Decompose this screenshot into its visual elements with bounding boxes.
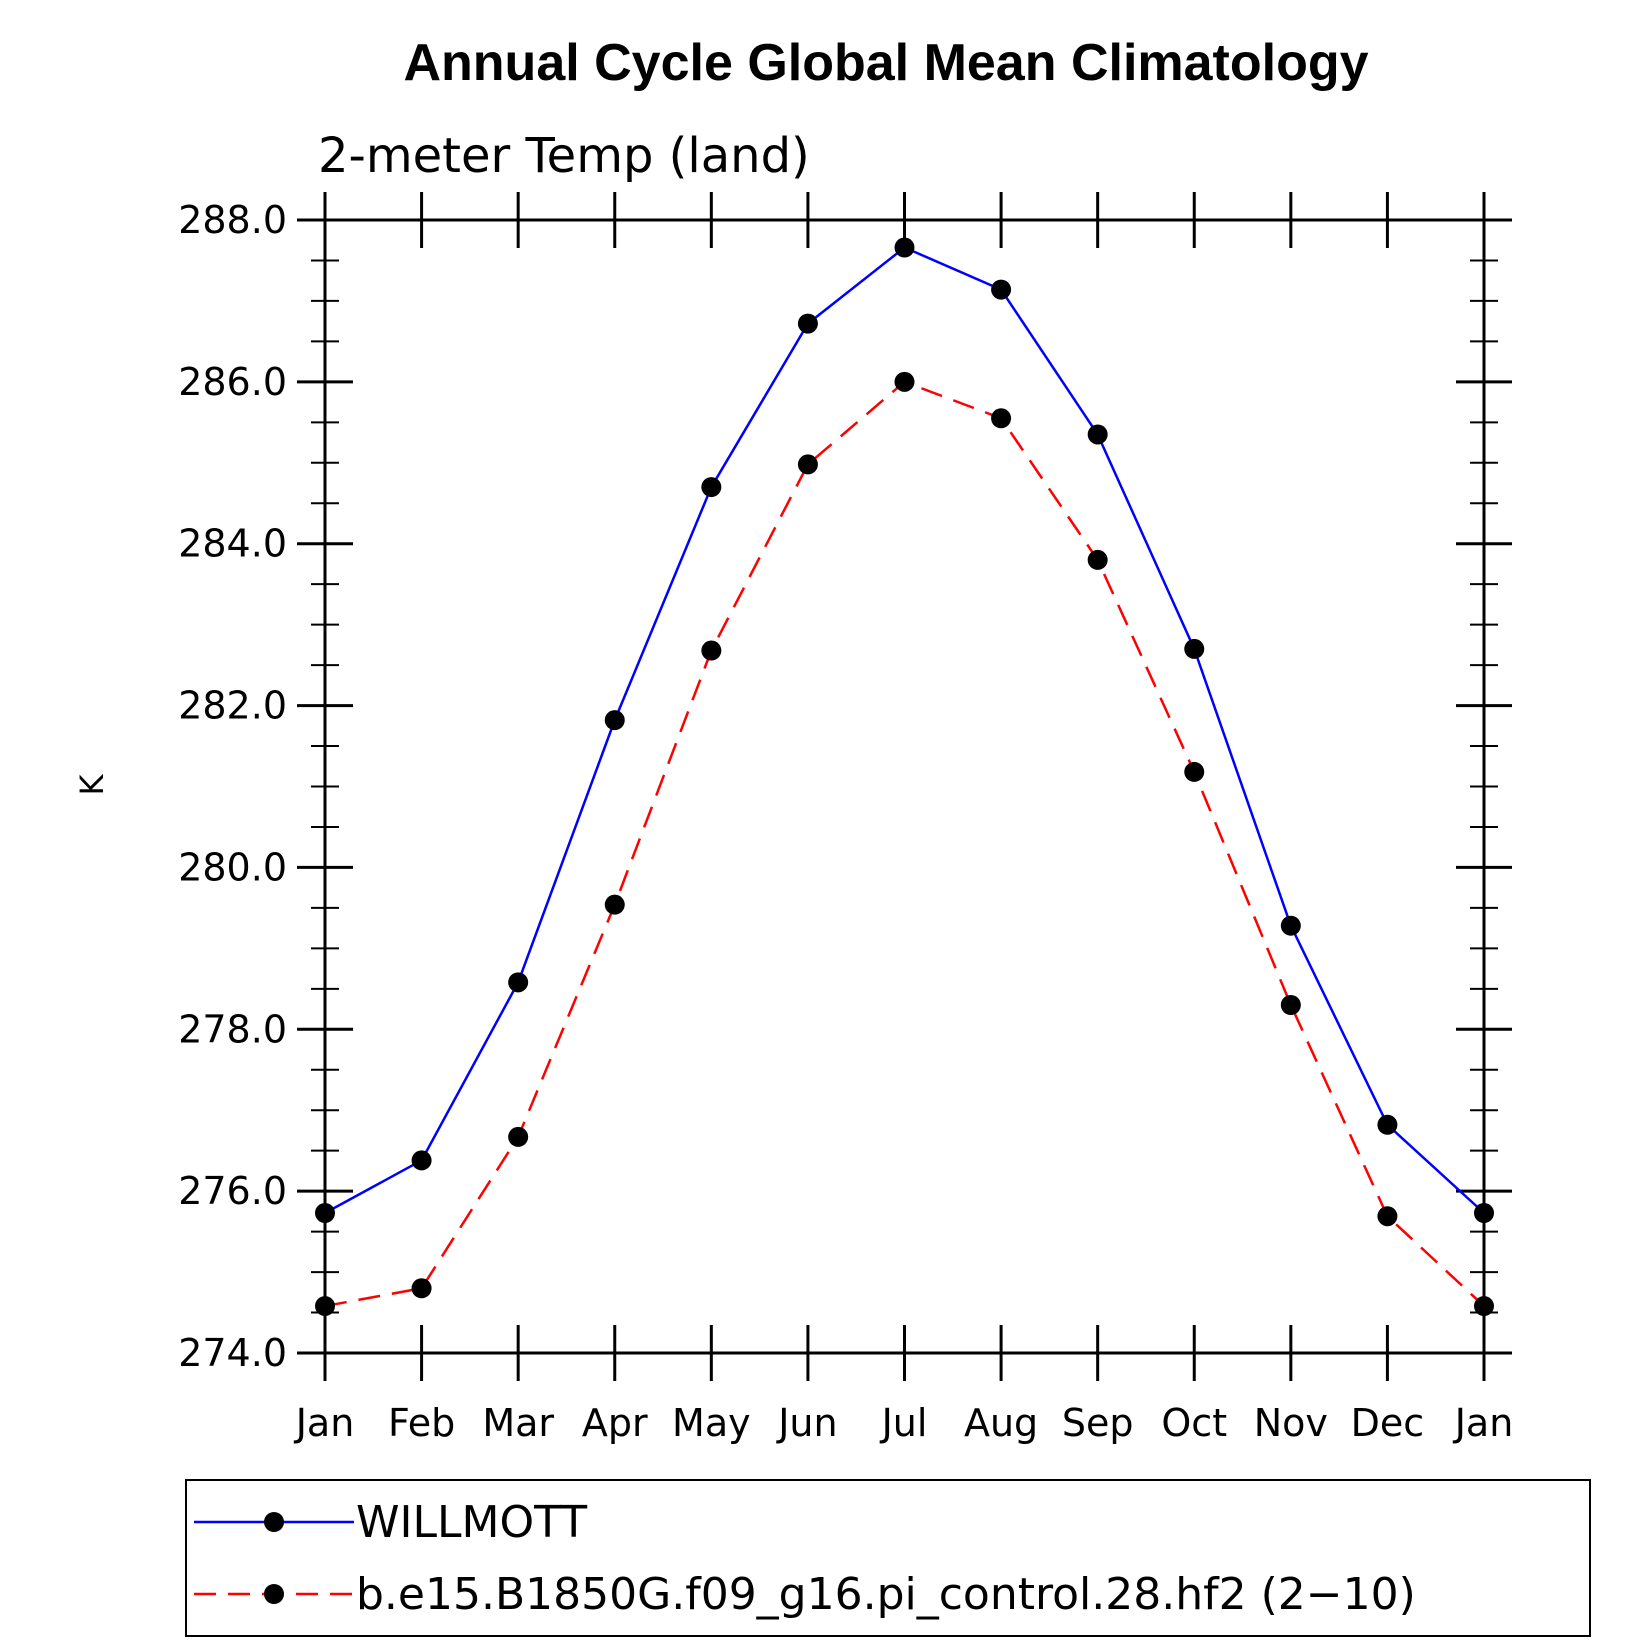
series-layer	[315, 237, 1494, 1317]
y-tick-label: 284.0	[178, 522, 287, 566]
x-tick-label: Apr	[582, 1401, 648, 1445]
x-tick-labels: Jan Feb Mar Apr May Jun Jul Aug Sep Oct Nov Dec Jan	[294, 1401, 1514, 1445]
series-line-1	[324, 246, 1485, 1215]
legend-label: WILLMOTT	[356, 1497, 587, 1548]
data-point	[1377, 1206, 1398, 1227]
data-point	[604, 710, 625, 731]
data-point	[1087, 424, 1108, 445]
y-tick-label: 274.0	[178, 1331, 287, 1375]
data-point	[411, 1150, 432, 1171]
data-point	[701, 640, 722, 661]
axis-ticks	[297, 192, 1512, 1381]
y-tick-label: 282.0	[178, 684, 287, 728]
x-tick-label: Mar	[482, 1401, 554, 1445]
legend-frame	[185, 1479, 1591, 1637]
data-point	[604, 894, 625, 915]
data-point	[1474, 1202, 1494, 1223]
x-tick-label: May	[672, 1401, 751, 1445]
data-point	[797, 313, 818, 334]
data-point	[1280, 995, 1301, 1016]
x-tick-label: Jul	[880, 1401, 928, 1445]
x-tick-label: Nov	[1254, 1401, 1328, 1445]
x-tick-label: Dec	[1351, 1401, 1425, 1445]
y-tick-label: 288.0	[178, 198, 287, 242]
data-point	[508, 972, 529, 993]
data-point	[894, 237, 915, 258]
plot-frame	[323, 218, 1486, 1355]
data-point	[1377, 1114, 1398, 1135]
y-tick-label: 276.0	[178, 1169, 287, 1213]
data-point	[894, 371, 915, 392]
x-tick-label: Sep	[1062, 1401, 1134, 1445]
x-tick-label: Jan	[1453, 1401, 1514, 1445]
data-point	[701, 477, 722, 498]
data-point	[411, 1278, 432, 1299]
data-point	[1474, 1296, 1494, 1317]
data-point	[991, 408, 1012, 429]
x-tick-label: Aug	[964, 1401, 1038, 1445]
legend-marker	[264, 1584, 284, 1604]
data-point	[1184, 761, 1205, 782]
x-tick-label: Feb	[388, 1401, 455, 1445]
legend: WILLMOTT b.e15.B1850G.f09_g16.pi_control.…	[185, 1479, 1591, 1637]
x-tick-label: Jan	[294, 1401, 355, 1445]
series-line-2	[324, 380, 1485, 1308]
data-point	[1280, 915, 1301, 936]
y-tick-label: 280.0	[178, 845, 287, 889]
y-tick-labels: 274.0 276.0 278.0 280.0 282.0 284.0 286.0 288.0	[178, 198, 287, 1375]
data-point	[315, 1296, 335, 1317]
data-point	[797, 454, 818, 475]
chart-subtitle: 2-meter Temp (land)	[318, 128, 810, 184]
x-tick-label: Oct	[1161, 1401, 1227, 1445]
data-point	[508, 1126, 529, 1147]
legend-marker	[264, 1512, 284, 1532]
data-point	[991, 279, 1012, 300]
y-tick-label: 286.0	[178, 360, 287, 404]
data-point	[315, 1202, 335, 1223]
y-tick-label: 278.0	[178, 1007, 287, 1051]
y-axis-label: K	[73, 773, 111, 795]
data-point	[1184, 638, 1205, 659]
data-point	[1087, 549, 1108, 570]
chart-title: Annual Cycle Global Mean Climatology	[403, 34, 1368, 92]
legend-label: b.e15.B1850G.f09_g16.pi_control.28.hf2 (…	[356, 1569, 1416, 1620]
x-tick-label: Jun	[776, 1401, 837, 1445]
